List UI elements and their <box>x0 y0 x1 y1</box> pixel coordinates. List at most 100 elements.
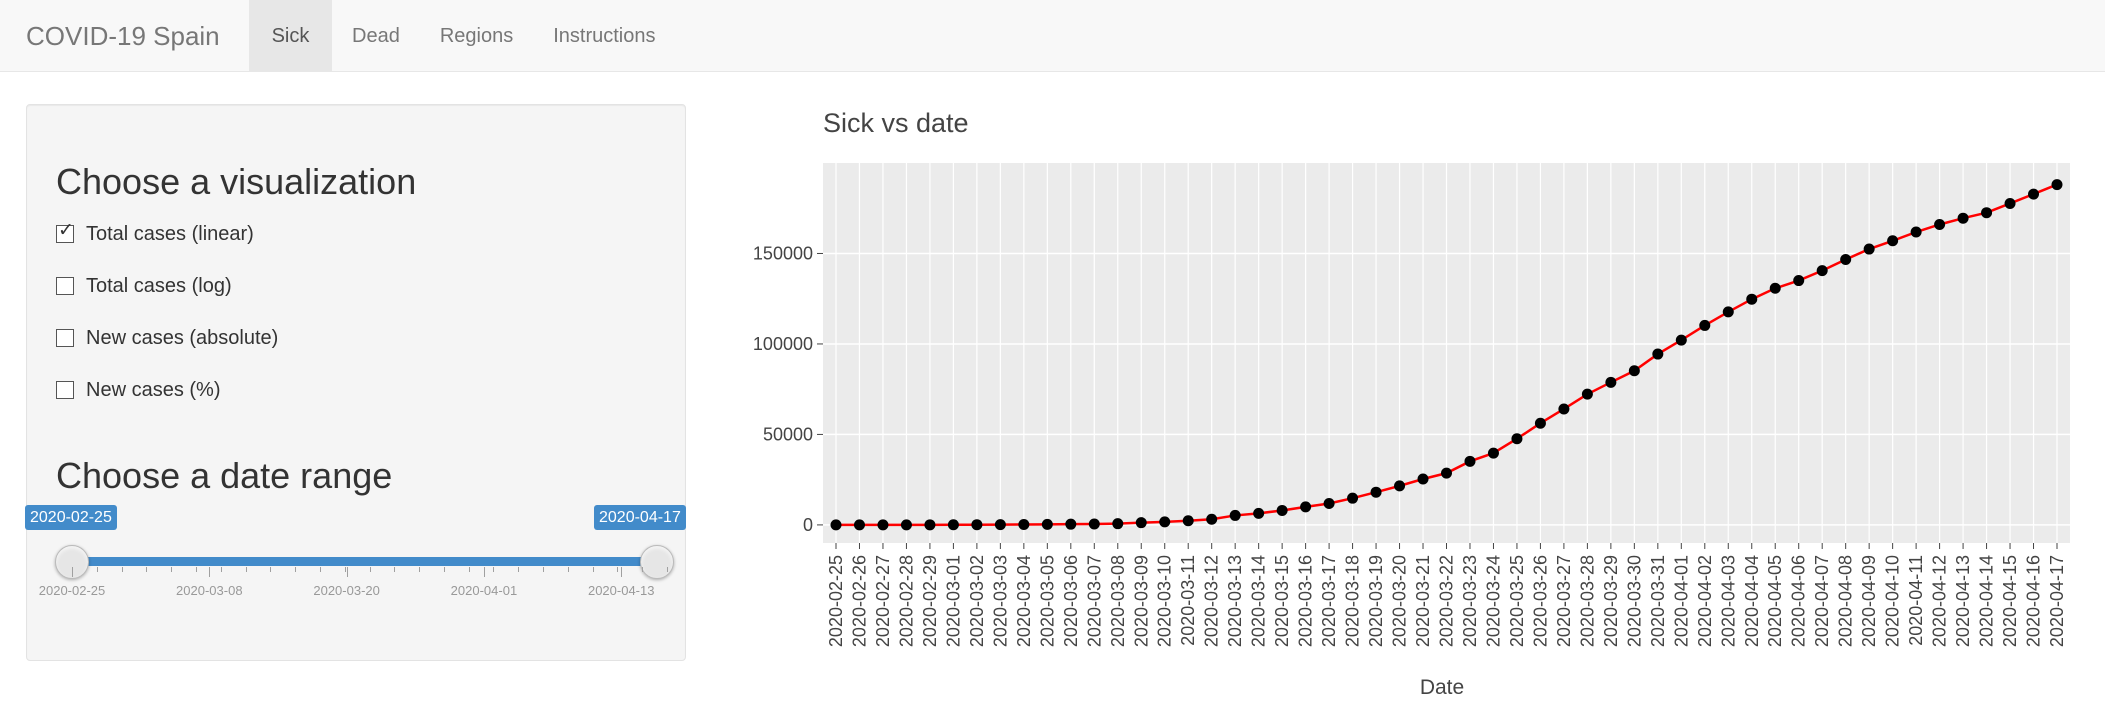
data-point <box>1487 447 1499 459</box>
slider-minor-tick <box>543 567 545 572</box>
slider-grid-label: 2020-03-20 <box>313 583 380 598</box>
x-tick-label: 2020-04-11 <box>1906 555 1926 646</box>
x-tick-label: 2020-03-21 <box>1413 555 1433 647</box>
tab-dead[interactable]: Dead <box>352 25 400 47</box>
slider-minor-tick <box>667 567 668 572</box>
checkbox-new-percent[interactable] <box>56 381 74 399</box>
slider-minor-tick <box>245 567 247 572</box>
slider-minor-tick <box>394 567 396 572</box>
slider-minor-tick <box>319 567 321 572</box>
x-tick-label: 2020-03-10 <box>1155 555 1175 647</box>
x-tick-label: 2020-03-03 <box>990 555 1010 647</box>
data-point <box>1981 207 1993 219</box>
date-range-slider[interactable]: 2020-02-25 2020-04-17 2020-02-25 2020-03-… <box>25 505 687 598</box>
data-point <box>1206 513 1218 525</box>
x-tick-label: 2020-04-13 <box>1953 555 1973 647</box>
y-tick-label: 50000 <box>763 424 813 444</box>
data-point <box>1159 516 1171 528</box>
slider-major-tick <box>483 567 485 577</box>
slider-minor-tick <box>220 567 222 572</box>
data-point <box>1957 212 1969 224</box>
x-tick-label: 2020-04-14 <box>1977 555 1997 647</box>
data-point <box>1253 507 1265 519</box>
x-tick-label: 2020-03-16 <box>1296 555 1316 647</box>
data-point <box>1934 218 1946 230</box>
x-tick-label: 2020-04-03 <box>1718 555 1738 647</box>
option-label: Total cases (log) <box>86 274 232 297</box>
data-point <box>1910 226 1922 238</box>
x-tick-label: 2020-04-15 <box>2000 555 2020 647</box>
data-point <box>1394 480 1406 492</box>
x-tick-label: 2020-04-07 <box>1812 555 1832 647</box>
option-total-linear[interactable]: ✓ Total cases (linear) <box>56 221 254 246</box>
checkbox-total-log[interactable] <box>56 277 74 295</box>
x-tick-label: 2020-03-01 <box>943 555 963 647</box>
slider-minor-tick <box>121 567 123 572</box>
tab-regions[interactable]: Regions <box>439 25 514 47</box>
data-point <box>1769 282 1781 294</box>
data-point <box>1276 504 1288 516</box>
slider-handle-to[interactable] <box>640 545 674 579</box>
option-new-absolute[interactable]: New cases (absolute) <box>56 326 278 350</box>
slider-minor-tick <box>642 567 644 572</box>
x-tick-label: 2020-02-29 <box>920 555 940 647</box>
x-tick-label: 2020-02-25 <box>826 555 846 647</box>
checkbox-new-absolute[interactable] <box>56 329 74 347</box>
option-label: New cases (absolute) <box>86 326 279 349</box>
plot-area: Sick vs date 0 50000 100000 150000 2020-02-… <box>700 90 2095 715</box>
x-axis: 2020-02-25 2020-02-26 2020-02-27 2020-02-28… <box>826 543 2067 647</box>
line-chart[interactable]: Sick vs date 0 50000 100000 150000 2020-02-… <box>700 90 2095 710</box>
slider-major-tick <box>621 567 623 577</box>
chart-title: Sick vs date <box>823 108 969 138</box>
x-tick-label: 2020-03-17 <box>1319 555 1339 647</box>
slider-grid-label: 2020-04-13 <box>587 583 655 598</box>
x-tick-label: 2020-03-24 <box>1483 555 1503 647</box>
slider-minor-tick <box>443 567 445 572</box>
y-tick-label: 150000 <box>753 243 813 263</box>
y-tick-label: 100000 <box>753 334 813 354</box>
tab-instructions[interactable]: Instructions <box>553 25 656 47</box>
slider-minor-tick <box>419 567 421 572</box>
data-point <box>994 519 1006 531</box>
data-point <box>1652 348 1664 360</box>
app-brand[interactable]: COVID-19 Spain <box>26 21 220 51</box>
x-tick-label: 2020-03-05 <box>1037 555 1057 647</box>
option-total-log[interactable]: Total cases (log) <box>56 274 232 298</box>
slider-minor-tick <box>468 567 470 572</box>
x-tick-label: 2020-03-07 <box>1084 555 1104 647</box>
slider-grid-label: 2020-03-08 <box>176 583 243 598</box>
grid-lines <box>823 163 2070 543</box>
x-tick-label: 2020-03-12 <box>1202 555 1222 647</box>
x-tick-label: 2020-03-30 <box>1624 555 1644 647</box>
x-tick-label: 2020-03-27 <box>1554 555 1574 647</box>
x-tick-label: 2020-03-28 <box>1577 555 1597 647</box>
check-icon: ✓ <box>58 220 74 241</box>
data-point <box>1229 509 1241 521</box>
data-point <box>1300 501 1312 513</box>
data-point <box>877 519 889 531</box>
option-label: New cases (%) <box>86 378 221 401</box>
slider-grid-label: 2020-02-25 <box>38 583 106 598</box>
data-point <box>1605 376 1617 388</box>
x-tick-label: 2020-03-25 <box>1507 555 1527 647</box>
slider-track[interactable] <box>72 557 667 566</box>
data-point <box>971 519 983 531</box>
data-point <box>1112 518 1124 530</box>
visualization-heading: Choose a visualization <box>56 161 417 202</box>
data-point <box>1699 319 1711 331</box>
slider-minor-tick <box>567 567 569 572</box>
x-tick-label: 2020-02-28 <box>896 555 916 647</box>
x-tick-label: 2020-03-29 <box>1601 555 1621 647</box>
data-point <box>1088 518 1100 530</box>
tab-sick[interactable]: Sick <box>249 0 332 72</box>
data-point <box>1041 518 1053 530</box>
option-new-percent[interactable]: New cases (%) <box>56 378 220 402</box>
data-point <box>1018 518 1030 530</box>
data-point <box>1370 486 1382 498</box>
x-tick-label: 2020-04-08 <box>1836 555 1856 647</box>
data-point <box>1464 455 1476 467</box>
data-point <box>1840 253 1852 265</box>
x-tick-label: 2020-03-15 <box>1272 555 1292 647</box>
x-tick-label: 2020-03-20 <box>1390 555 1410 647</box>
checkbox-total-linear[interactable]: ✓ <box>56 221 74 243</box>
